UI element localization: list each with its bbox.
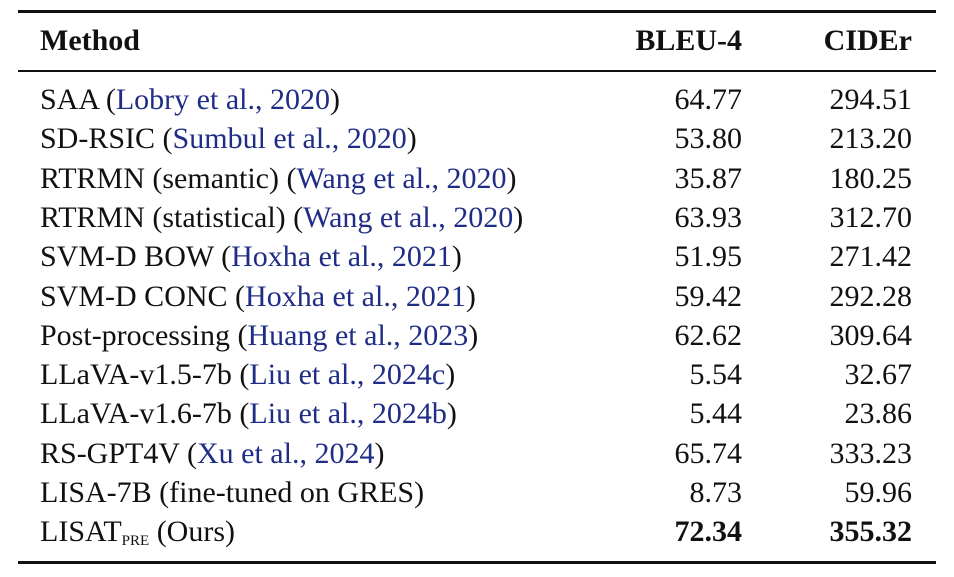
bleu-value: 51.95 xyxy=(674,240,743,274)
method-name: SVM-D CONC xyxy=(40,279,228,313)
method-name: LLaVA-v1.5-7b xyxy=(40,358,232,392)
bleu-value: 65.74 xyxy=(674,436,743,470)
method-cell: LLaVA-v1.5-7b Liu et al., 2024c xyxy=(40,357,455,393)
method-subscript: PRE xyxy=(121,533,150,550)
cider-value: 333.23 xyxy=(829,436,913,470)
cider-value: 355.32 xyxy=(829,515,913,549)
bleu-value: 59.42 xyxy=(674,279,743,313)
method-cell: SVM-D CONC Hoxha et al., 2021 xyxy=(40,279,476,315)
mid-rule xyxy=(18,70,936,72)
cider-value: 271.42 xyxy=(829,240,913,274)
method-name: RTRMN (statistical) xyxy=(40,200,286,234)
method-name: SVM-D BOW xyxy=(40,240,214,274)
bleu-value: 5.54 xyxy=(689,358,743,392)
cider-value: 309.64 xyxy=(829,318,913,352)
cider-value: 294.51 xyxy=(829,83,913,116)
bleu-value: 64.77 xyxy=(674,83,743,116)
method-cell: LLaVA-v1.6-7b Liu et al., 2024b xyxy=(40,396,457,432)
method-cell: SVM-D BOW Hoxha et al., 2021 xyxy=(40,239,462,275)
method-cell: Post-processing Huang et al., 2023 xyxy=(40,318,478,354)
method-name: LISAT xyxy=(40,515,122,549)
citation: Wang et al., 2020 xyxy=(293,201,523,234)
citation: Wang et al., 2020 xyxy=(287,162,517,195)
method-note: (Ours) xyxy=(156,515,235,549)
method-name: SAA xyxy=(40,83,99,116)
citation: Liu et al., 2024c xyxy=(239,358,455,391)
method-name: LISA-7B (fine-tuned on GRES) xyxy=(40,476,425,509)
cider-value: 59.96 xyxy=(844,476,913,509)
bleu-value: 72.34 xyxy=(674,515,743,549)
method-name: SD-RSIC xyxy=(40,122,156,156)
header-cell: Method xyxy=(40,24,140,57)
method-cell: LISA-7B (fine-tuned on GRES) xyxy=(40,475,424,511)
method-cell: RTRMN (statistical) Wang et al., 2020 xyxy=(40,200,523,236)
method-cell: SAA Lobry et al., 2020 xyxy=(40,82,340,118)
method-cell: LISATPRE (Ours) xyxy=(40,514,235,559)
bleu-value: 5.44 xyxy=(689,397,743,431)
cider-value: 213.20 xyxy=(829,122,913,156)
bleu-value: 62.62 xyxy=(674,318,743,352)
citation: Huang et al., 2023 xyxy=(238,319,479,352)
citation: Lobry et al., 2020 xyxy=(106,83,340,116)
citation: Hoxha et al., 2021 xyxy=(221,240,462,273)
cider-value: 32.67 xyxy=(844,358,913,392)
cider-value: 180.25 xyxy=(829,161,913,195)
citation: Sumbul et al., 2020 xyxy=(163,122,417,155)
header-cell: CIDEr xyxy=(823,24,912,57)
cider-value: 292.28 xyxy=(829,279,913,313)
cider-value: 23.86 xyxy=(844,397,913,431)
bleu-value: 8.73 xyxy=(689,476,743,509)
cider-value: 312.70 xyxy=(829,200,913,234)
method-cell: SD-RSIC Sumbul et al., 2020 xyxy=(40,121,417,157)
method-cell: RTRMN (semantic) Wang et al., 2020 xyxy=(40,161,517,197)
citation: Xu et al., 2024 xyxy=(187,437,384,470)
citation: Hoxha et al., 2021 xyxy=(235,280,476,313)
method-name: RS-GPT4V xyxy=(40,436,180,470)
bleu-value: 63.93 xyxy=(674,200,743,234)
method-cell: RS-GPT4V Xu et al., 2024 xyxy=(40,436,384,472)
header-cell: BLEU-4 xyxy=(635,24,742,57)
bottom-rule xyxy=(18,561,936,564)
bleu-value: 53.80 xyxy=(674,122,743,156)
method-name: LLaVA-v1.6-7b xyxy=(40,397,232,431)
method-name: RTRMN (semantic) xyxy=(40,161,279,195)
citation: Liu et al., 2024b xyxy=(239,397,456,430)
method-name: Post-processing xyxy=(40,318,230,352)
top-rule xyxy=(18,10,936,13)
bleu-value: 35.87 xyxy=(674,161,743,195)
